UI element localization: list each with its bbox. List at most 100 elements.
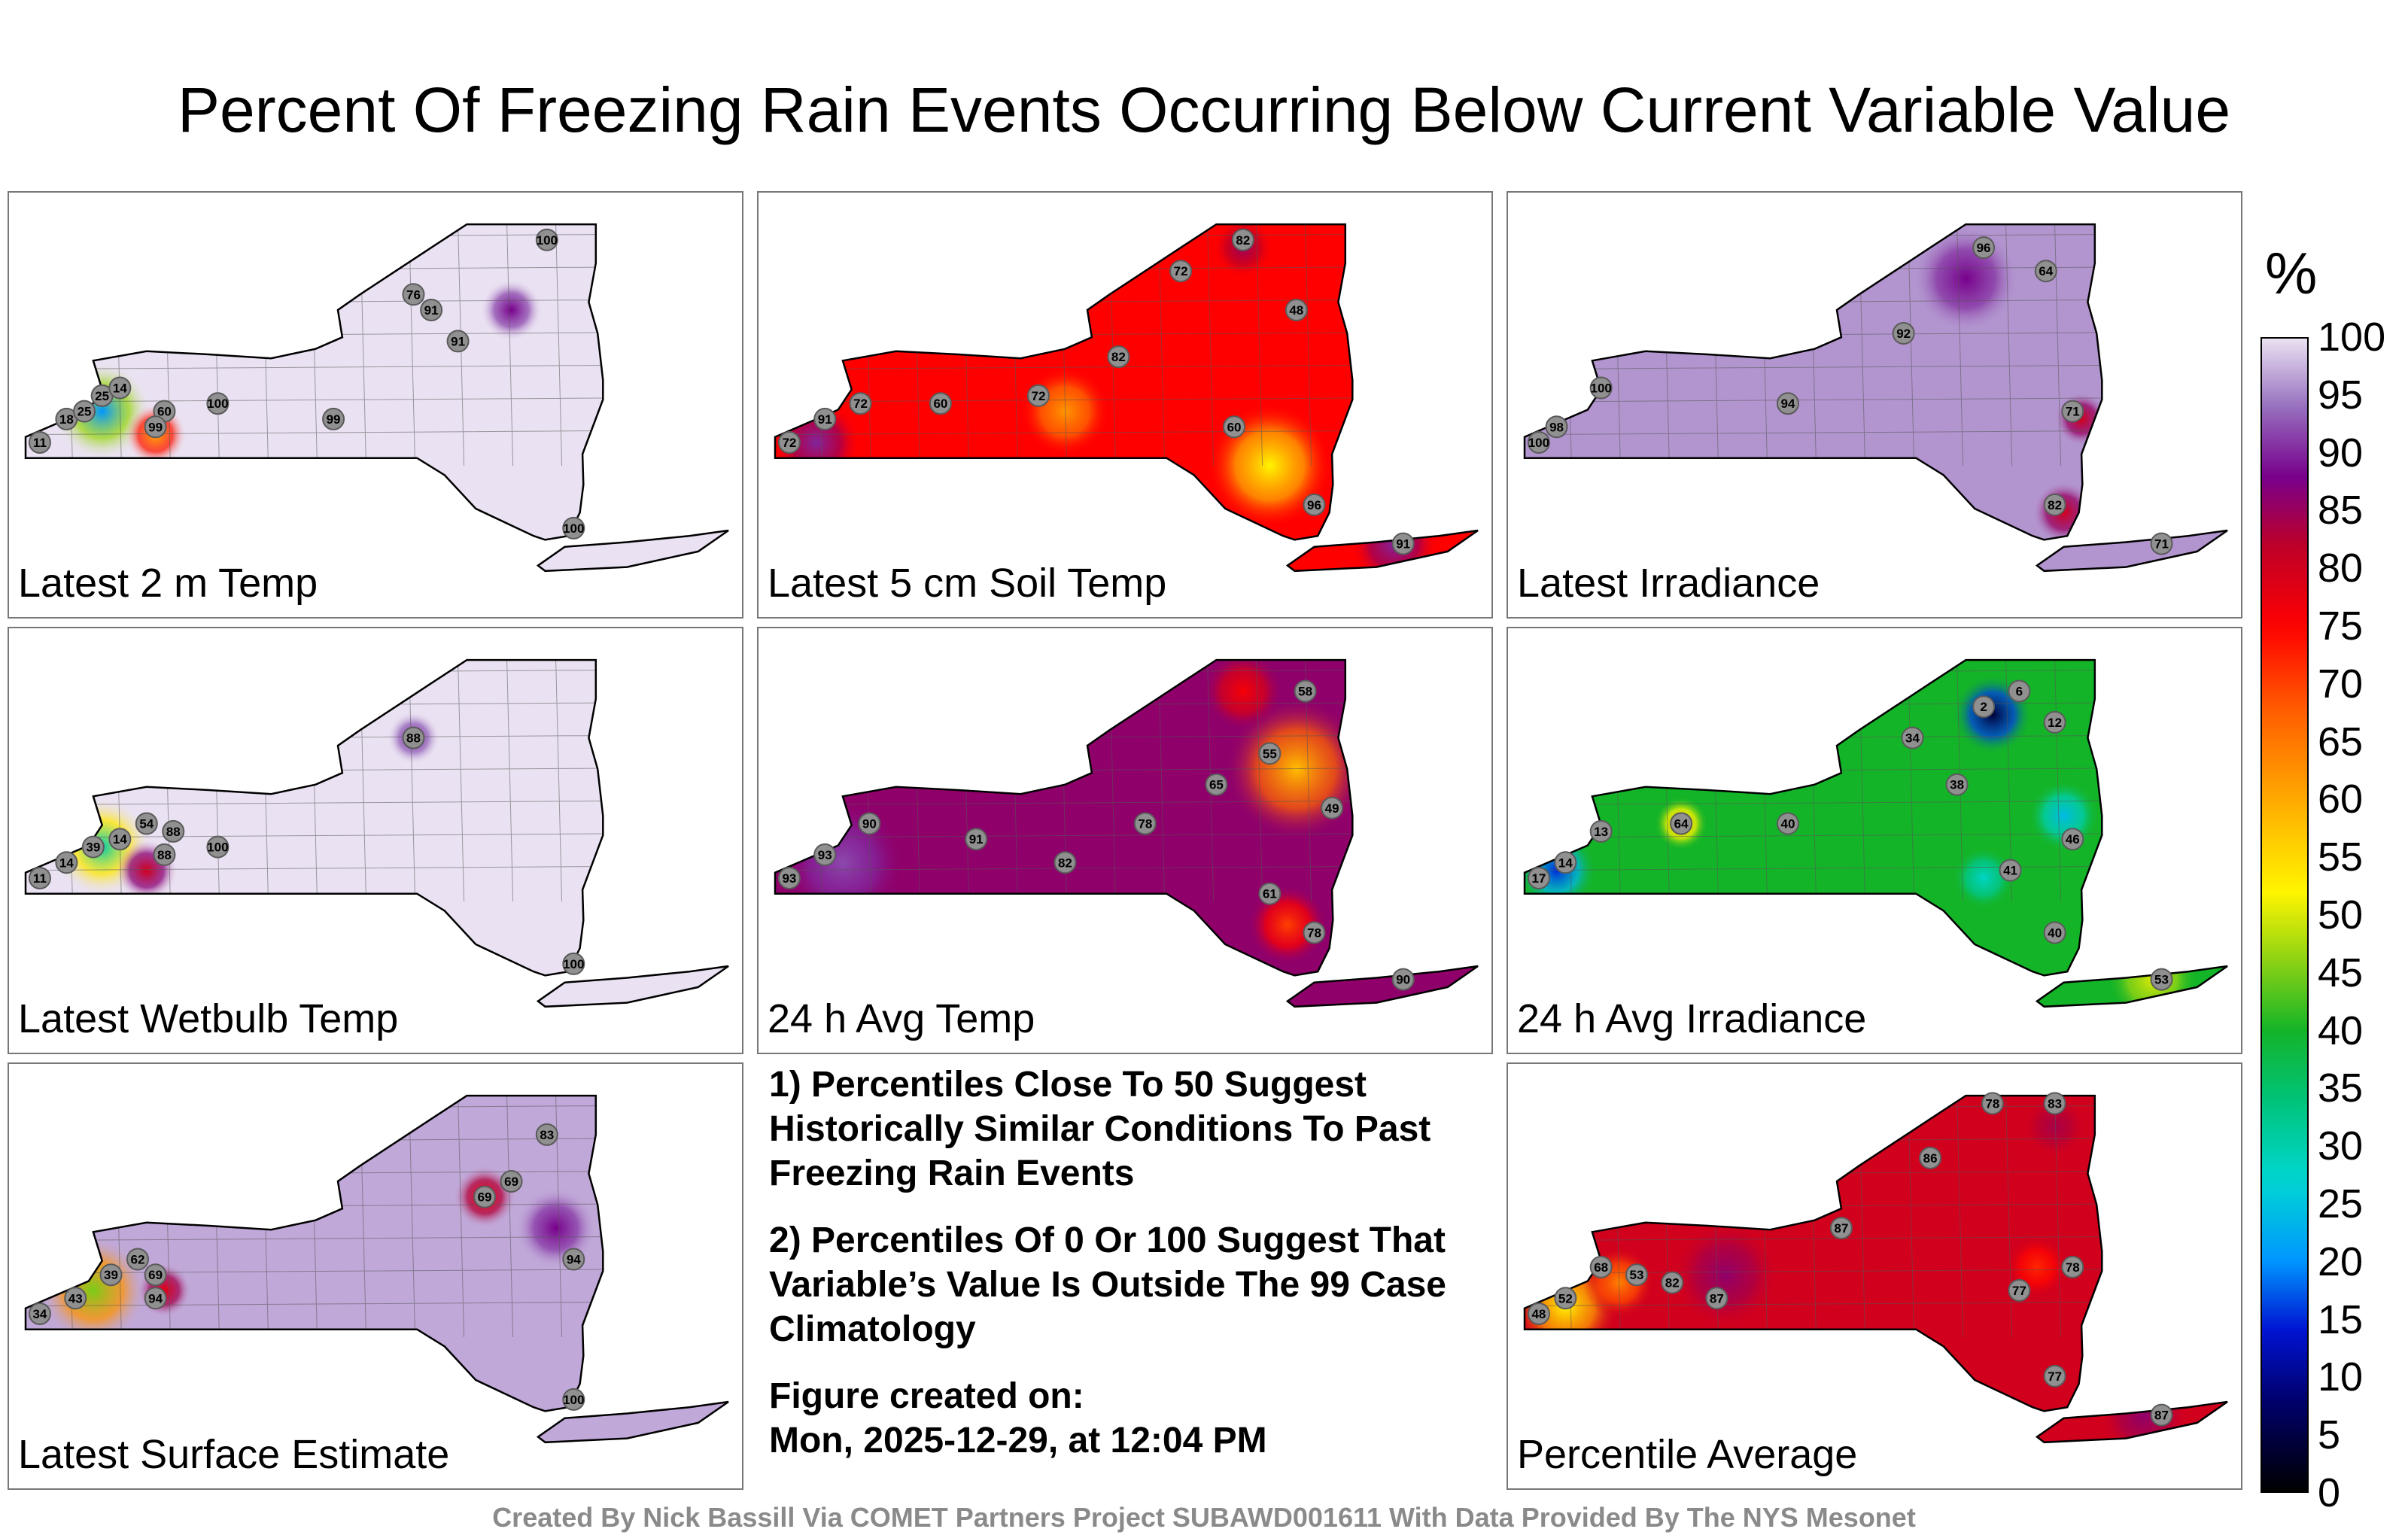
- station-dot: [562, 1248, 585, 1271]
- field-background: [1525, 224, 2227, 571]
- station-value: 92: [1896, 327, 1911, 341]
- station-value: 100: [537, 233, 558, 248]
- station-marker: 48: [1285, 298, 1308, 321]
- station-dot: [1294, 679, 1317, 703]
- station-value: 72: [782, 436, 796, 450]
- station-value: 14: [113, 381, 127, 396]
- station-dot: [81, 835, 105, 859]
- station-value: 100: [563, 957, 584, 971]
- station-marker: 78: [1303, 921, 1326, 944]
- station-dot: [55, 851, 78, 874]
- station-marker: 100: [562, 952, 585, 975]
- station-dot: [1972, 236, 1996, 260]
- station-value: 58: [1298, 684, 1312, 698]
- station-value: 96: [1977, 241, 1991, 255]
- station-marker: 100: [206, 392, 230, 415]
- station-marker: 11: [28, 866, 51, 889]
- station-value: 78: [2066, 1260, 2080, 1275]
- station-marker: 100: [562, 1388, 585, 1411]
- station-dot: [2061, 1255, 2084, 1278]
- figure-title: Percent Of Freezing Rain Events Occurrin…: [177, 74, 2231, 145]
- map-panel: 11 18 25 25 14 60 99 100 76 91 100 91 99 100 Latest 2 …: [8, 191, 743, 619]
- station-marker: 78: [1981, 1092, 2004, 1115]
- station-value: 65: [1209, 778, 1224, 792]
- station-value: 40: [2048, 926, 2062, 940]
- station-dot: [1972, 695, 1996, 719]
- station-value: 43: [68, 1291, 83, 1306]
- station-value: 54: [139, 817, 154, 831]
- panel-map: 72 91 72 60 72 82 72 82 48 60 96 91: [774, 223, 1479, 573]
- station-dot: [108, 376, 132, 400]
- station-value: 13: [1594, 825, 1608, 839]
- station-dot: [1527, 866, 1550, 889]
- station-dot: [2043, 1364, 2066, 1388]
- station-value: 38: [1950, 778, 1964, 792]
- station-value: 14: [113, 832, 127, 847]
- station-dot: [1589, 376, 1613, 400]
- station-marker: 72: [849, 392, 872, 415]
- map-panel: 48 52 68 53 82 87 87 86 78 83 77 78 77 87 Percentile A…: [1507, 1062, 2242, 1490]
- field-anomaly: [2054, 392, 2109, 446]
- created-block: Figure created on: Mon, 2025-12-29, at 1…: [769, 1374, 1491, 1463]
- station-value: 91: [424, 303, 439, 318]
- station-marker: 91: [813, 407, 837, 430]
- station-marker: 41: [1999, 859, 2022, 882]
- station-dot: [535, 228, 558, 251]
- station-marker: 87: [2150, 1403, 2173, 1427]
- panel-map: 93 93 90 91 82 78 65 55 58 49 61 78 90: [774, 658, 1479, 1008]
- station-value: 77: [2048, 1369, 2062, 1384]
- colorbar: [2261, 337, 2309, 1493]
- station-dot: [73, 400, 96, 423]
- station-dot: [813, 843, 837, 866]
- station-value: 62: [131, 1253, 145, 1267]
- station-marker: 25: [73, 400, 96, 423]
- panel-label: 24 h Avg Irradiance: [1517, 996, 1867, 1041]
- station-marker: 60: [929, 392, 952, 415]
- station-value: 96: [1307, 498, 1321, 512]
- station-dot: [28, 430, 51, 454]
- colorbar-unit: %: [2265, 240, 2318, 306]
- colorbar-tick: 55: [2318, 834, 2364, 880]
- station-marker: 72: [1169, 260, 1193, 283]
- state-outline: [1285, 965, 1479, 1008]
- station-value: 11: [33, 871, 47, 886]
- station-value: 69: [148, 1268, 163, 1282]
- station-dot: [1554, 1287, 1577, 1310]
- station-value: 14: [59, 856, 74, 870]
- station-dot: [1107, 345, 1130, 369]
- station-dot: [1554, 851, 1577, 874]
- station-dot: [153, 843, 176, 866]
- colorbar-tick: 95: [2318, 372, 2364, 418]
- colorbar-tick: 0: [2318, 1470, 2341, 1515]
- panel-label: Percentile Average: [1517, 1432, 1858, 1477]
- station-dot: [1391, 968, 1415, 991]
- station-value: 100: [1590, 381, 1611, 396]
- station-dot: [1670, 812, 1693, 835]
- station-value: 87: [1834, 1221, 1848, 1236]
- station-dot: [1303, 921, 1326, 944]
- station-marker: 86: [1919, 1146, 1942, 1169]
- station-value: 100: [563, 1393, 584, 1407]
- state-outline: [2035, 1400, 2228, 1444]
- station-value: 72: [1174, 264, 1188, 278]
- station-marker: 14: [55, 851, 78, 874]
- station-marker: 91: [1391, 532, 1415, 555]
- station-marker: 13: [1589, 819, 1613, 843]
- station-dot: [777, 430, 801, 454]
- station-dot: [446, 330, 470, 353]
- colorbar-tick: 60: [2318, 777, 2364, 822]
- colorbar-tick: 45: [2318, 950, 2364, 995]
- station-dot: [144, 1263, 167, 1287]
- station-dot: [2008, 1278, 2031, 1302]
- station-value: 40: [1780, 817, 1795, 831]
- station-marker: 100: [535, 228, 558, 251]
- station-value: 100: [563, 521, 584, 536]
- station-dot: [858, 812, 881, 835]
- station-value: 25: [95, 389, 109, 403]
- station-marker: 61: [1258, 882, 1282, 905]
- panel-label: 24 h Avg Temp: [768, 996, 1035, 1041]
- station-dot: [206, 392, 230, 415]
- station-marker: 18: [55, 407, 78, 430]
- colorbar-tick: 85: [2318, 488, 2364, 533]
- station-value: 55: [1263, 746, 1277, 761]
